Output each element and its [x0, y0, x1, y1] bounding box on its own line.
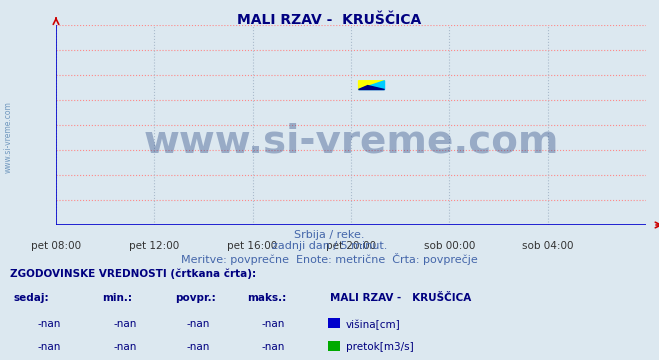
Text: min.:: min.: [102, 293, 132, 303]
Text: www.si-vreme.com: www.si-vreme.com [3, 101, 13, 173]
Text: povpr.:: povpr.: [175, 293, 215, 303]
Text: višina[cm]: višina[cm] [346, 319, 401, 330]
Text: -nan: -nan [113, 342, 137, 352]
Text: sob 00:00: sob 00:00 [424, 241, 475, 251]
Text: zadnji dan / 5 minut.: zadnji dan / 5 minut. [272, 241, 387, 251]
Text: -nan: -nan [186, 319, 210, 329]
Polygon shape [358, 81, 385, 90]
Text: -nan: -nan [38, 319, 61, 329]
Text: ZGODOVINSKE VREDNOSTI (črtkana črta):: ZGODOVINSKE VREDNOSTI (črtkana črta): [10, 268, 256, 279]
Text: -nan: -nan [113, 319, 137, 329]
Text: Meritve: povprečne  Enote: metrične  Črta: povprečje: Meritve: povprečne Enote: metrične Črta:… [181, 253, 478, 265]
Text: -nan: -nan [186, 342, 210, 352]
Text: sedaj:: sedaj: [13, 293, 49, 303]
Polygon shape [358, 81, 385, 90]
Text: pet 20:00: pet 20:00 [326, 241, 376, 251]
Text: www.si-vreme.com: www.si-vreme.com [143, 122, 559, 160]
Polygon shape [358, 86, 385, 90]
Text: MALI RZAV -   KRUŠČICA: MALI RZAV - KRUŠČICA [330, 293, 471, 303]
Text: pet 12:00: pet 12:00 [129, 241, 179, 251]
Text: MALI RZAV -  KRUŠČICA: MALI RZAV - KRUŠČICA [237, 13, 422, 27]
Text: sob 04:00: sob 04:00 [522, 241, 573, 251]
Text: maks.:: maks.: [247, 293, 287, 303]
Text: pet 08:00: pet 08:00 [31, 241, 81, 251]
Text: Srbija / reke.: Srbija / reke. [295, 230, 364, 240]
Text: -nan: -nan [262, 342, 285, 352]
Text: -nan: -nan [262, 319, 285, 329]
Text: -nan: -nan [38, 342, 61, 352]
Text: pretok[m3/s]: pretok[m3/s] [346, 342, 414, 352]
Text: pet 16:00: pet 16:00 [227, 241, 277, 251]
